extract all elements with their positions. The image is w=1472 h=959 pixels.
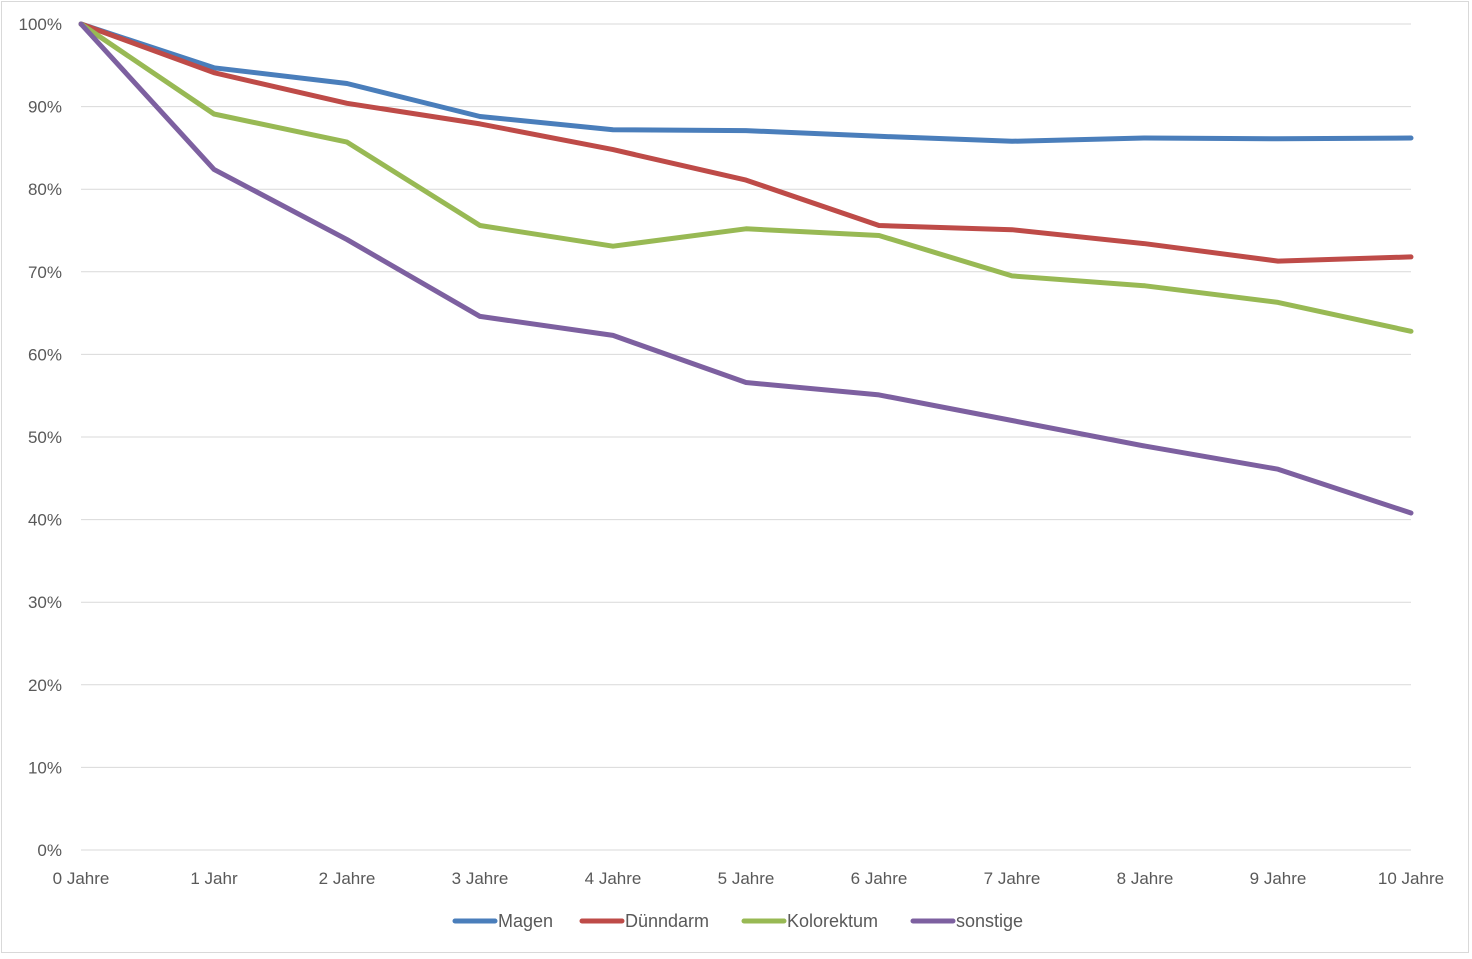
legend-label: Kolorektum [787,911,878,931]
y-tick-label: 80% [28,180,62,199]
legend-item-kolorektum: Kolorektum [744,911,878,931]
legend-label: sonstige [956,911,1023,931]
y-tick-label: 40% [28,511,62,530]
y-tick-label: 90% [28,98,62,117]
legend-label: Dünndarm [625,911,709,931]
legend: Magen Dünndarm Kolorektum sonstige [455,911,1023,931]
y-axis-tick-labels: 0% 10% 20% 30% 40% 50% 60% 70% 80% 90% 100% [19,15,62,860]
y-tick-label: 50% [28,428,62,447]
series-line-sonstige [81,24,1411,513]
legend-item-magen: Magen [455,911,553,931]
y-tick-label: 10% [28,758,62,777]
y-tick-label: 70% [28,263,62,282]
legend-item-d-nndarm: Dünndarm [582,911,709,931]
x-tick-label: 0 Jahre [53,869,110,888]
y-tick-label: 100% [19,15,62,34]
y-tick-label: 20% [28,676,62,695]
series-line-magen [81,24,1411,141]
x-axis-tick-labels: 0 Jahre 1 Jahr 2 Jahre 3 Jahre 4 Jahre 5 Jahr… [53,869,1444,888]
y-tick-label: 30% [28,593,62,612]
y-tick-label: 0% [37,841,62,860]
legend-item-sonstige: sonstige [913,911,1023,931]
series-lines [81,24,1411,513]
x-tick-label: 1 Jahr [190,869,238,888]
x-tick-label: 3 Jahre [452,869,509,888]
x-tick-label: 2 Jahre [319,869,376,888]
gridlines [81,24,1411,850]
series-line-d-nndarm [81,24,1411,261]
x-tick-label: 6 Jahre [851,869,908,888]
x-tick-label: 4 Jahre [585,869,642,888]
y-tick-label: 60% [28,345,62,364]
x-tick-label: 7 Jahre [984,869,1041,888]
x-tick-label: 10 Jahre [1378,869,1444,888]
x-tick-label: 9 Jahre [1250,869,1307,888]
legend-label: Magen [498,911,553,931]
x-tick-label: 8 Jahre [1117,869,1174,888]
x-tick-label: 5 Jahre [718,869,775,888]
